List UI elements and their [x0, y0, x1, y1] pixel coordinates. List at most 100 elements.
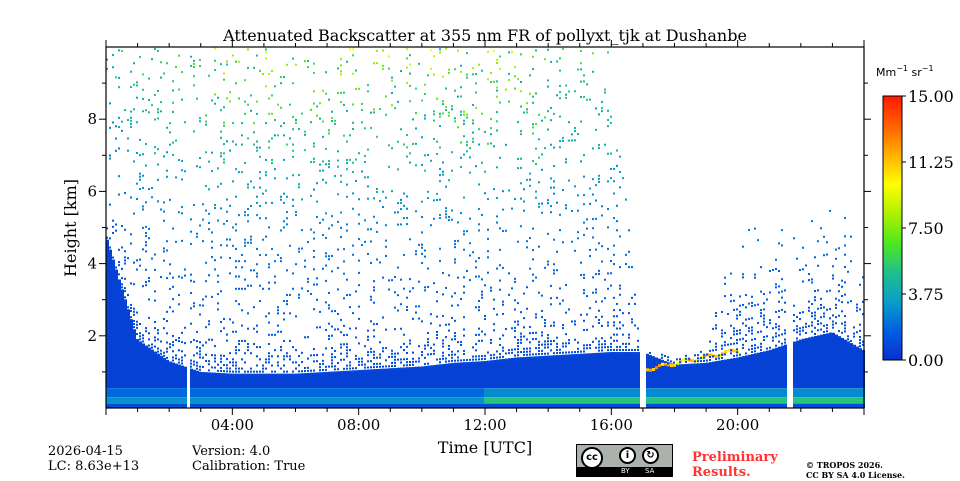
heatmap-cell [202, 203, 204, 206]
heatmap-cell [814, 290, 816, 293]
heatmap-cell [280, 229, 282, 232]
heatmap-cell [364, 403, 367, 408]
heatmap-cell [610, 259, 612, 262]
heatmap-cell [331, 116, 333, 119]
heatmap-cell [316, 277, 318, 280]
heatmap-cell [220, 207, 222, 210]
heatmap-cell [385, 245, 387, 248]
heatmap-cell [631, 352, 634, 389]
heatmap-cell [112, 256, 114, 259]
heatmap-cell [211, 240, 213, 243]
heatmap-cell [781, 290, 783, 293]
heatmap-cell [529, 172, 531, 175]
heatmap-cell [142, 174, 144, 177]
heatmap-cell [295, 373, 298, 389]
heatmap-cell [754, 227, 756, 230]
heatmap-cell [274, 281, 276, 284]
heatmap-cell [676, 388, 679, 398]
heatmap-cell [235, 223, 237, 226]
heatmap-cell [844, 253, 846, 256]
heatmap-cell [259, 373, 262, 389]
heatmap-cell [436, 198, 438, 201]
heatmap-cell [175, 397, 178, 404]
heatmap-cell [481, 361, 483, 364]
heatmap-cell [778, 397, 781, 404]
heatmap-cell [328, 132, 330, 135]
heatmap-cell [226, 220, 228, 223]
heatmap-cell [628, 266, 630, 269]
heatmap-cell [283, 312, 285, 315]
heatmap-cell [802, 326, 804, 329]
heatmap-cell [313, 256, 315, 259]
heatmap-cell [820, 297, 822, 300]
heatmap-cell [307, 372, 309, 375]
heatmap-cell [583, 276, 585, 279]
heatmap-cell [508, 358, 511, 389]
heatmap-cell [496, 221, 498, 224]
heatmap-cell [604, 91, 606, 94]
heatmap-cell [139, 388, 142, 398]
heatmap-cell [667, 362, 669, 365]
heatmap-cell [376, 258, 378, 261]
heatmap-cell [691, 363, 694, 389]
heatmap-cell [247, 343, 249, 346]
heatmap-cell [532, 126, 534, 129]
heatmap-cell [565, 84, 567, 87]
heatmap-cell [154, 339, 156, 342]
heatmap-cell [244, 112, 246, 115]
heatmap-cell [283, 373, 285, 376]
heatmap-cell [268, 97, 270, 100]
heatmap-cell [589, 397, 592, 404]
heatmap-cell [292, 388, 295, 398]
heatmap-cell [502, 403, 505, 408]
heatmap-cell [550, 119, 552, 122]
heatmap-cell [778, 340, 780, 343]
heatmap-cell [859, 283, 861, 286]
heatmap-cell [820, 307, 822, 310]
heatmap-cell [151, 187, 153, 190]
heatmap-cell [346, 343, 348, 346]
heatmap-cell [778, 316, 780, 319]
heatmap-cell [403, 397, 406, 404]
heatmap-cell [499, 359, 501, 362]
heatmap-cell [448, 274, 450, 277]
heatmap-cell [559, 146, 561, 149]
heatmap-cell [196, 346, 198, 349]
heatmap-cell [535, 388, 538, 398]
heatmap-cell [784, 344, 787, 389]
heatmap-cell [364, 345, 366, 348]
heatmap-cell [109, 203, 111, 206]
heatmap-cell [532, 95, 534, 98]
heatmap-cell [136, 96, 138, 99]
heatmap-cell [172, 276, 174, 279]
heatmap-cell [595, 397, 598, 404]
heatmap-cell [295, 263, 297, 266]
heatmap-cell [268, 140, 270, 143]
heatmap-cell [118, 388, 121, 398]
heatmap-cell [178, 364, 181, 389]
heatmap-cell [544, 147, 546, 150]
heatmap-cell [178, 358, 180, 361]
heatmap-cell [403, 403, 406, 408]
heatmap-cell [376, 397, 379, 404]
heatmap-cell [307, 372, 310, 389]
heatmap-cell [436, 315, 438, 318]
heatmap-cell [652, 368, 655, 372]
heatmap-cell [613, 309, 615, 312]
heatmap-cell [619, 293, 621, 296]
heatmap-cell [268, 281, 270, 284]
heatmap-cell [607, 226, 609, 229]
heatmap-cell [205, 151, 207, 154]
heatmap-cell [133, 397, 136, 404]
heatmap-cell [136, 81, 138, 84]
heatmap-cell [199, 166, 201, 169]
heatmap-cell [559, 351, 561, 354]
heatmap-cell [583, 95, 585, 98]
heatmap-cell [283, 403, 286, 408]
heatmap-cell [715, 397, 718, 404]
heatmap-cell [544, 58, 546, 61]
heatmap-cell [148, 338, 150, 341]
heatmap-cell [112, 66, 114, 69]
heatmap-cell [304, 265, 306, 268]
heatmap-cell [343, 134, 345, 137]
